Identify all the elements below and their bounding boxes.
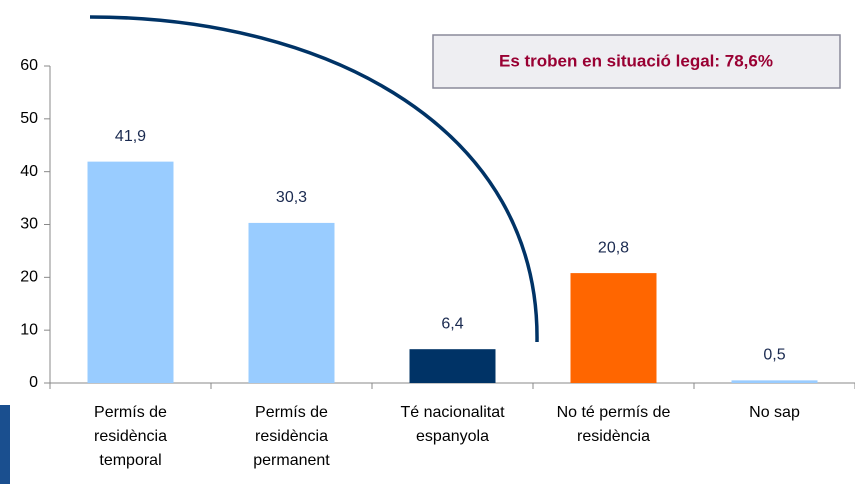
label-line: temporal	[99, 452, 161, 469]
annotation-box	[432, 34, 841, 89]
y-tick-label: 0	[29, 374, 38, 391]
label-line: Permís de	[255, 404, 328, 421]
bar	[87, 161, 174, 383]
data-label: 0,5	[763, 347, 785, 364]
label-line: permanent	[253, 452, 330, 469]
label-line: Permís de	[94, 404, 167, 421]
label-line: No sap	[749, 404, 800, 421]
y-tick-label: 50	[20, 110, 38, 127]
side-strip	[0, 405, 10, 484]
label-line: residència	[577, 428, 650, 445]
label-line: espanyola	[416, 428, 489, 445]
data-label: 20,8	[598, 239, 629, 256]
y-tick-label: 40	[20, 163, 38, 180]
y-tick-label: 60	[20, 57, 38, 74]
label-line: Té nacionalitat	[400, 404, 505, 421]
bar	[248, 222, 335, 383]
x-tick-label: Permís de residència temporal	[94, 404, 167, 469]
y-tick-label: 10	[20, 321, 38, 338]
x-tick-label: Permís de residència permanent	[253, 404, 330, 469]
bar	[731, 380, 818, 383]
x-tick-label: No sap	[749, 404, 800, 421]
x-tick-label: No té permís de residència	[557, 404, 671, 445]
label-line: No té permís de	[557, 404, 671, 421]
data-label: 41,9	[115, 128, 146, 145]
annotation: Es troben en situació legal: 78,6%	[499, 51, 773, 70]
data-label: 6,4	[441, 315, 463, 332]
bar	[570, 273, 657, 383]
arc	[89, 15, 539, 343]
y-tick-label: 20	[20, 269, 38, 286]
label-line: residència	[255, 428, 328, 445]
data-label: 30,3	[276, 189, 307, 206]
label-line: residència	[94, 428, 167, 445]
y-tick-label: 30	[20, 216, 38, 233]
x-tick-label: Té nacionalitat espanyola	[400, 404, 505, 445]
bar	[409, 349, 496, 383]
